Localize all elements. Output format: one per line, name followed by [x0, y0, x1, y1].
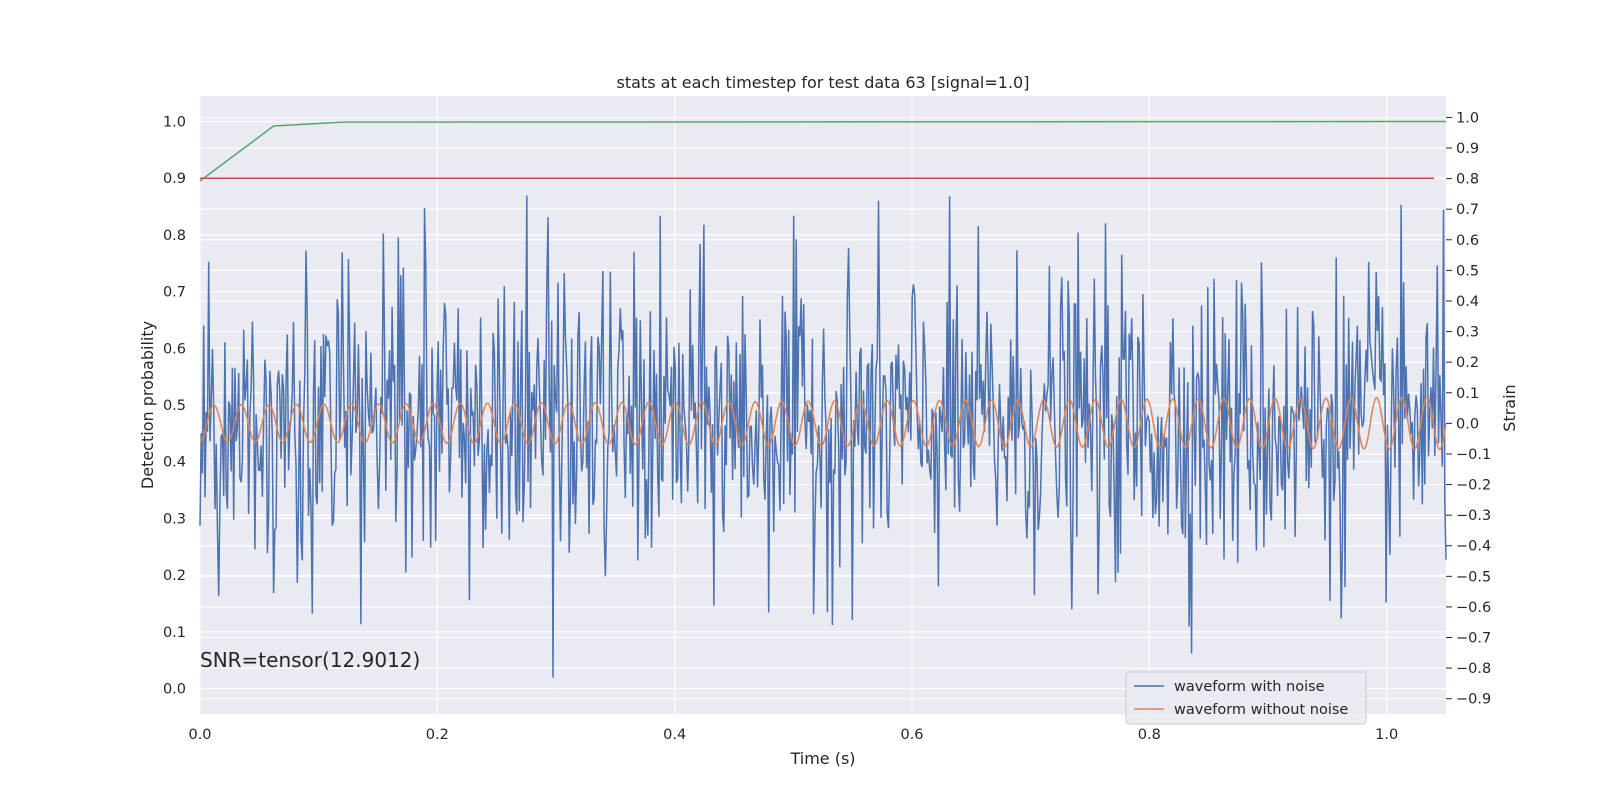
- y-right-tick-label: 0.3: [1456, 325, 1479, 341]
- y-right-tick-label: −0.2: [1456, 478, 1491, 494]
- y-left-tick-label: 0.8: [163, 228, 186, 244]
- y-left-ticks: 0.0 0.1 0.2 0.3 0.4 0.5 0.6 0.7 0.8 0.9 1.0: [163, 115, 186, 698]
- y-left-tick-label: 0.4: [163, 455, 186, 471]
- x-axis-label: Time (s): [789, 749, 855, 768]
- y-right-tick-label: 0.6: [1456, 233, 1479, 249]
- x-tick-label: 0.4: [663, 727, 686, 743]
- y-left-tick-label: 0.5: [163, 398, 186, 414]
- x-tick-label: 0.6: [900, 727, 923, 743]
- y-left-tick-label: 0.3: [163, 511, 186, 527]
- legend-label-clean: waveform without noise: [1174, 702, 1348, 718]
- y-left-tick-label: 0.9: [163, 171, 186, 187]
- legend-box: [1125, 671, 1367, 725]
- y-right-ticks: −0.9 −0.8 −0.7 −0.6 −0.5 −0.4 −0.3 −0.2 −0.1 0.0 0…: [1446, 110, 1491, 708]
- y-right-tick-label: −0.9: [1456, 692, 1491, 708]
- y-left-tick-label: 1.0: [163, 115, 186, 131]
- y-right-tick-label: −0.8: [1456, 661, 1491, 677]
- y-right-tick-label: −0.1: [1456, 447, 1491, 463]
- y-right-tick-label: −0.3: [1456, 508, 1491, 524]
- y-left-tick-label: 0.1: [163, 625, 186, 641]
- y-right-tick-label: 1.0: [1456, 110, 1479, 126]
- y-left-tick-label: 0.6: [163, 341, 186, 357]
- y-left-tick-label: 0.7: [163, 285, 186, 301]
- legend: waveform with noise waveform without noi…: [1125, 671, 1367, 725]
- series-detection-probability: [199, 120, 1447, 182]
- y-right-tick-label: −0.4: [1456, 539, 1491, 555]
- x-tick-label: 0.0: [188, 727, 211, 743]
- y-right-axis-label: Strain: [1500, 384, 1519, 431]
- y-right-tick-label: 0.1: [1456, 386, 1479, 402]
- legend-label-noise: waveform with noise: [1174, 679, 1325, 695]
- y-left-axis-label: Detection probability: [138, 321, 157, 489]
- x-tick-label: 0.2: [426, 727, 449, 743]
- y-right-tick-label: 0.8: [1456, 172, 1479, 188]
- series-waveform-without-noise: [199, 396, 1447, 451]
- y-right-tick-label: −0.5: [1456, 569, 1491, 585]
- series-waveform-with-noise: [199, 195, 1447, 678]
- y-right-tick-label: 0.2: [1456, 355, 1479, 371]
- y-right-tick-label: 0.0: [1456, 416, 1479, 432]
- y-right-tick-label: 0.9: [1456, 141, 1479, 157]
- y-right-tick-label: 0.5: [1456, 263, 1479, 279]
- y-left-tick-label: 0.0: [163, 681, 186, 697]
- y-right-tick-label: 0.4: [1456, 294, 1479, 310]
- y-left-tick-label: 0.2: [163, 568, 186, 584]
- x-ticks: 0.0 0.2 0.4 0.6 0.8 1.0: [188, 727, 1398, 743]
- y-right-tick-label: −0.7: [1456, 631, 1491, 647]
- snr-annotation: SNR=tensor(12.9012): [200, 648, 420, 672]
- series-layer: [199, 120, 1447, 678]
- x-tick-label: 1.0: [1375, 727, 1398, 743]
- y-right-tick-label: 0.7: [1456, 202, 1479, 218]
- chart-title: stats at each timestep for test data 63 …: [617, 73, 1030, 92]
- y-right-tick-label: −0.6: [1456, 600, 1491, 616]
- x-tick-label: 0.8: [1138, 727, 1161, 743]
